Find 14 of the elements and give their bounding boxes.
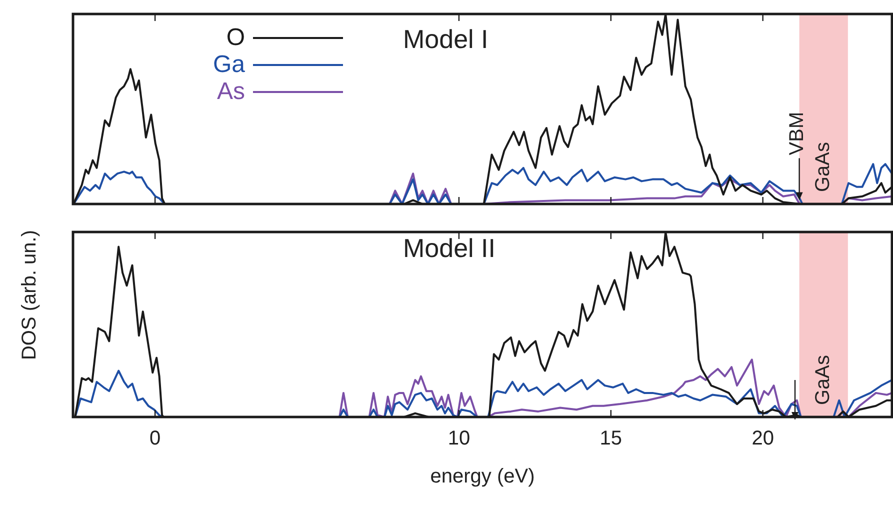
- band-label: GaAs: [812, 354, 834, 405]
- x-axis-title: energy (eV): [430, 466, 535, 488]
- band-label: GaAs: [812, 142, 834, 192]
- chart-title: Model I: [403, 24, 488, 54]
- annotation: VBM: [786, 112, 808, 156]
- legend-label: O: [225, 24, 245, 51]
- x-tick-label: 20: [752, 428, 774, 450]
- x-tick-label: 0: [149, 428, 161, 450]
- legend-label: Ga: [212, 51, 245, 78]
- x-tick-label: 10: [448, 428, 470, 450]
- y-axis-title: DOS (arb. un.): [18, 230, 42, 360]
- x-tick-label: 15: [600, 428, 622, 450]
- legend-label: As: [216, 78, 245, 105]
- chart-title: Model II: [403, 233, 496, 264]
